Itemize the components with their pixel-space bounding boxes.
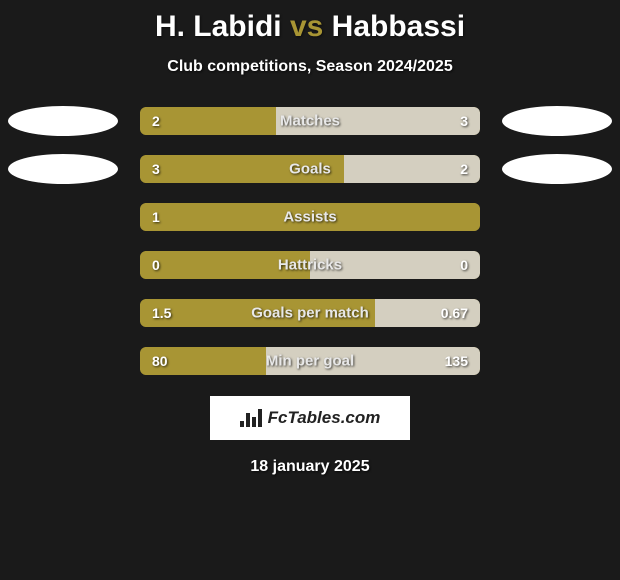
logo-text: FcTables.com bbox=[268, 408, 381, 428]
stats-rows: 2 3 Matches 3 2 Goals 1 Assists 0 0 Hattricks 1.5 0.… bbox=[0, 106, 620, 376]
stat-bar: 1.5 0.67 Goals per match bbox=[140, 299, 480, 327]
page-title: H. Labidi vs Habbassi bbox=[0, 10, 620, 44]
right-value: 0.67 bbox=[441, 305, 468, 321]
logo-box: FcTables.com bbox=[210, 396, 410, 440]
stat-bar: 80 135 Min per goal bbox=[140, 347, 480, 375]
stat-row: 0 0 Hattricks bbox=[0, 250, 620, 280]
left-value: 1.5 bbox=[152, 305, 171, 321]
left-value: 3 bbox=[152, 161, 160, 177]
right-value: 3 bbox=[460, 113, 468, 129]
player2-oval bbox=[502, 154, 612, 184]
right-value: 0 bbox=[460, 257, 468, 273]
subtitle: Club competitions, Season 2024/2025 bbox=[0, 58, 620, 76]
stat-label: Hattricks bbox=[278, 257, 342, 274]
right-value: 2 bbox=[460, 161, 468, 177]
left-value: 80 bbox=[152, 353, 168, 369]
comparison-infographic: H. Labidi vs Habbassi Club competitions,… bbox=[0, 0, 620, 476]
stat-row: 1.5 0.67 Goals per match bbox=[0, 298, 620, 328]
stat-label: Matches bbox=[280, 113, 340, 130]
stat-bar: 1 Assists bbox=[140, 203, 480, 231]
player1-name: H. Labidi bbox=[155, 10, 282, 43]
stat-label: Goals per match bbox=[251, 305, 369, 322]
vs-text: vs bbox=[290, 10, 323, 43]
player2-name: Habbassi bbox=[332, 10, 465, 43]
left-value: 1 bbox=[152, 209, 160, 225]
stat-bar: 0 0 Hattricks bbox=[140, 251, 480, 279]
stat-row: 1 Assists bbox=[0, 202, 620, 232]
stat-bar: 3 2 Goals bbox=[140, 155, 480, 183]
bar-chart-icon bbox=[240, 409, 262, 427]
stat-label: Assists bbox=[283, 209, 336, 226]
date-label: 18 january 2025 bbox=[0, 458, 620, 476]
stat-row: 80 135 Min per goal bbox=[0, 346, 620, 376]
left-value: 2 bbox=[152, 113, 160, 129]
stat-label: Min per goal bbox=[266, 353, 354, 370]
player1-oval bbox=[8, 106, 118, 136]
player2-oval bbox=[502, 106, 612, 136]
stat-row: 2 3 Matches bbox=[0, 106, 620, 136]
stat-row: 3 2 Goals bbox=[0, 154, 620, 184]
player1-oval bbox=[8, 154, 118, 184]
stat-label: Goals bbox=[289, 161, 331, 178]
stat-bar: 2 3 Matches bbox=[140, 107, 480, 135]
bar-left-fill bbox=[140, 107, 276, 135]
left-value: 0 bbox=[152, 257, 160, 273]
right-value: 135 bbox=[445, 353, 468, 369]
